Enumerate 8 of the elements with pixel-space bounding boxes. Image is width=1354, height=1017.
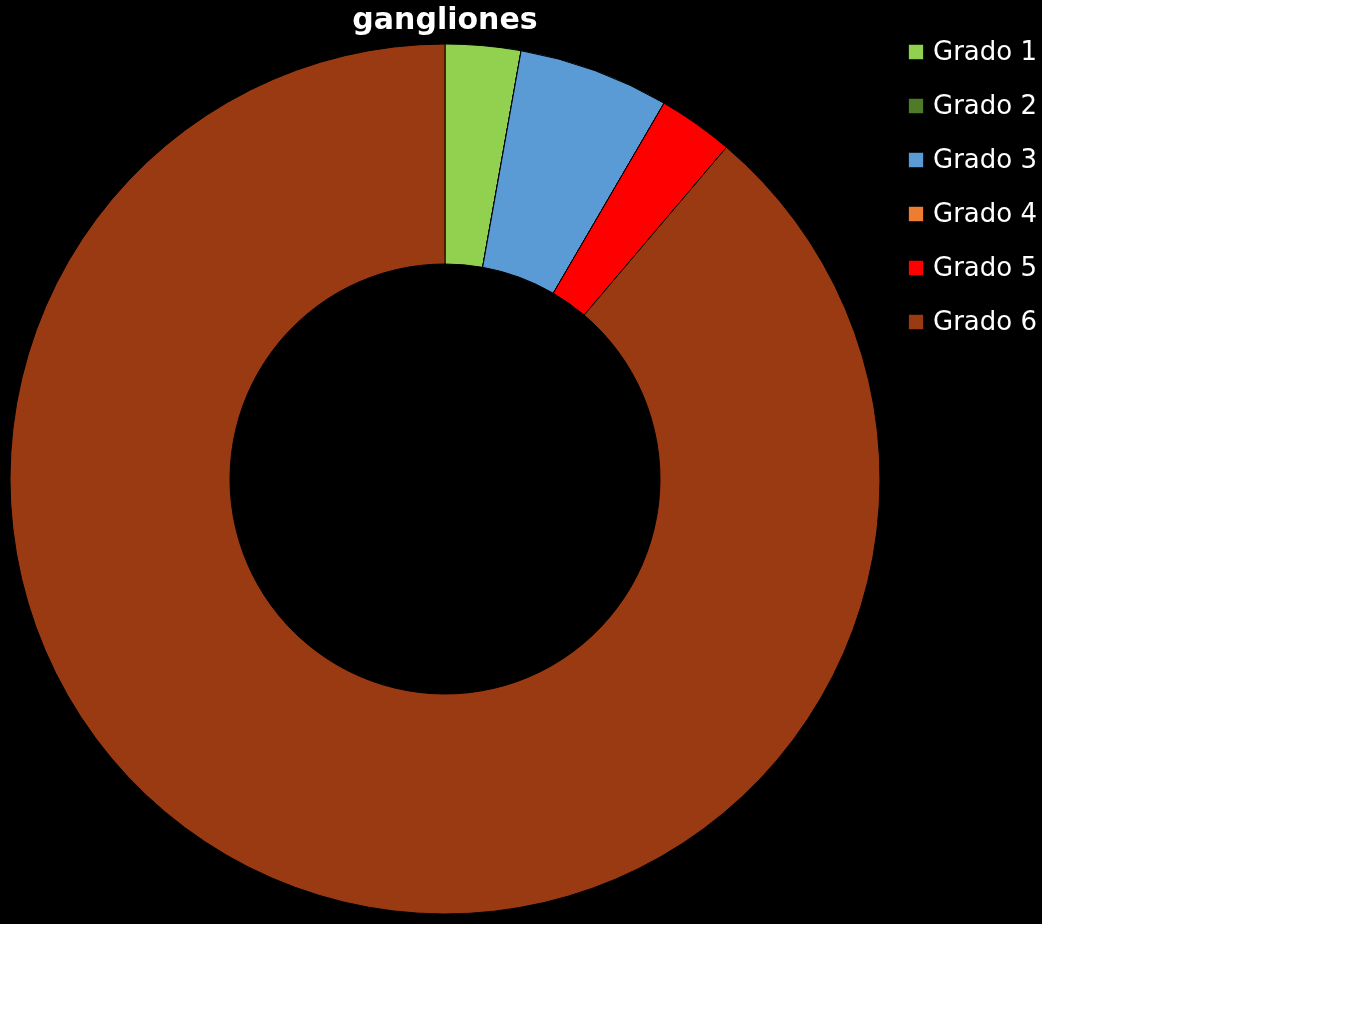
legend-label: Grado 3 [933,144,1037,174]
legend-label: Grado 1 [933,36,1037,66]
legend-label: Grado 6 [933,306,1037,336]
chart-title: gangliones [352,1,538,36]
legend-label: Grado 2 [933,90,1037,120]
legend-label: Grado 5 [933,252,1037,282]
donut-slice [9,43,881,915]
legend-label: Grado 4 [933,198,1037,228]
